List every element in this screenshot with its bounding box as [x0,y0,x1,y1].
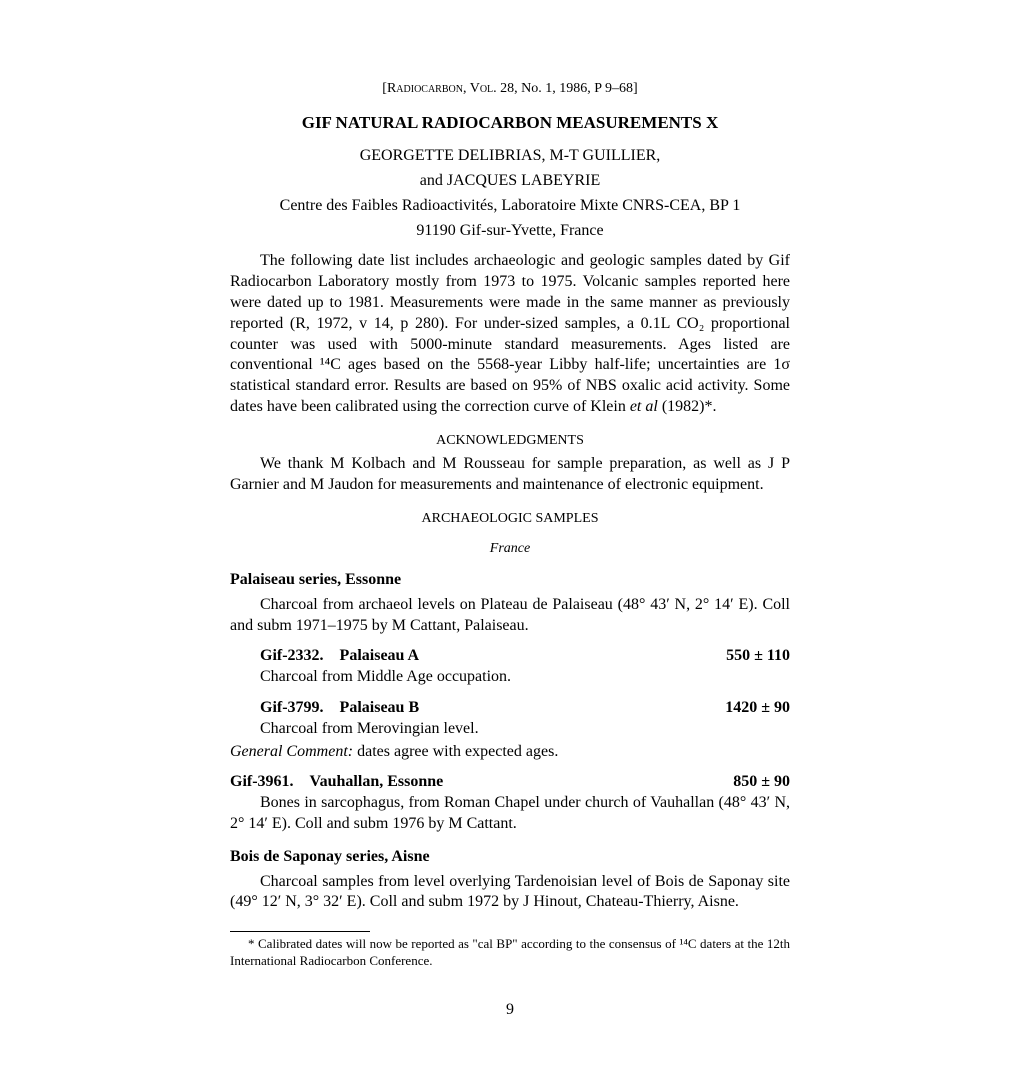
entry-value: 1420 ± 90 [711,698,790,719]
page-number: 9 [230,1000,790,1021]
entry-desc: Bones in sarcophagus, from Roman Chapel … [230,793,790,835]
intro-italic: et al [630,398,658,415]
footnote-rule [230,931,370,932]
entry-row: Gif-3799. Palaiseau B 1420 ± 90 [230,698,790,719]
header-rest: . 28, No. 1, 1986, P 9–68] [493,81,638,96]
authors-line-2: and JACQUES LABEYRIE [230,171,790,192]
acknowledgments-paragraph: We thank M Kolbach and M Rousseau for sa… [230,454,790,496]
affiliation-line-2: 91190 Gif-sur-Yvette, France [230,221,790,242]
entry-row: Gif-2332. Palaiseau A 550 ± 110 [230,646,790,667]
affiliation-line-1: Centre des Faibles Radioactivités, Labor… [230,196,790,217]
entry-value: 850 ± 90 [719,772,790,793]
page: [Radiocarbon, Vol. 28, No. 1, 1986, P 9–… [0,0,1020,1061]
entry-value: 550 ± 110 [712,646,790,667]
entry-desc: Charcoal from Middle Age occupation. [230,667,790,688]
series-intro-saponay: Charcoal samples from level overlying Ta… [230,872,790,914]
comment-label: General Comment: [230,743,353,760]
series-intro-palaiseau: Charcoal from archaeol levels on Plateau… [230,595,790,637]
header-journal: Radiocarbon, Vol [387,81,493,96]
authors-line-1: GEORGETTE DELIBRIAS, M-T GUILLIER, [230,146,790,167]
france-heading: France [230,540,790,558]
intro-paragraph: The following date list includes archaeo… [230,251,790,417]
journal-header: [Radiocarbon, Vol. 28, No. 1, 1986, P 9–… [230,80,790,98]
intro-text: The following date list includes archaeo… [230,252,790,415]
entry-label: Gif-3799. Palaiseau B [260,698,419,719]
series-heading-palaiseau: Palaiseau series, Essonne [230,570,790,591]
entry-row: Gif-3961. Vauhallan, Essonne 850 ± 90 [230,772,790,793]
entry-desc: Charcoal from Merovingian level. [230,719,790,740]
footnote-text: * Calibrated dates will now be reported … [230,936,790,970]
acknowledgments-heading: ACKNOWLEDGMENTS [230,432,790,450]
article-title: GIF NATURAL RADIOCARBON MEASUREMENTS X [230,112,790,134]
comment-text: dates agree with expected ages. [353,743,558,760]
entry-label: Gif-3961. Vauhallan, Essonne [230,772,443,793]
archaeologic-heading: ARCHAEOLOGIC SAMPLES [230,510,790,528]
intro-tail: (1982)*. [658,398,717,415]
general-comment: General Comment: dates agree with expect… [230,742,790,763]
series-heading-saponay: Bois de Saponay series, Aisne [230,847,790,868]
entry-label: Gif-2332. Palaiseau A [260,646,419,667]
